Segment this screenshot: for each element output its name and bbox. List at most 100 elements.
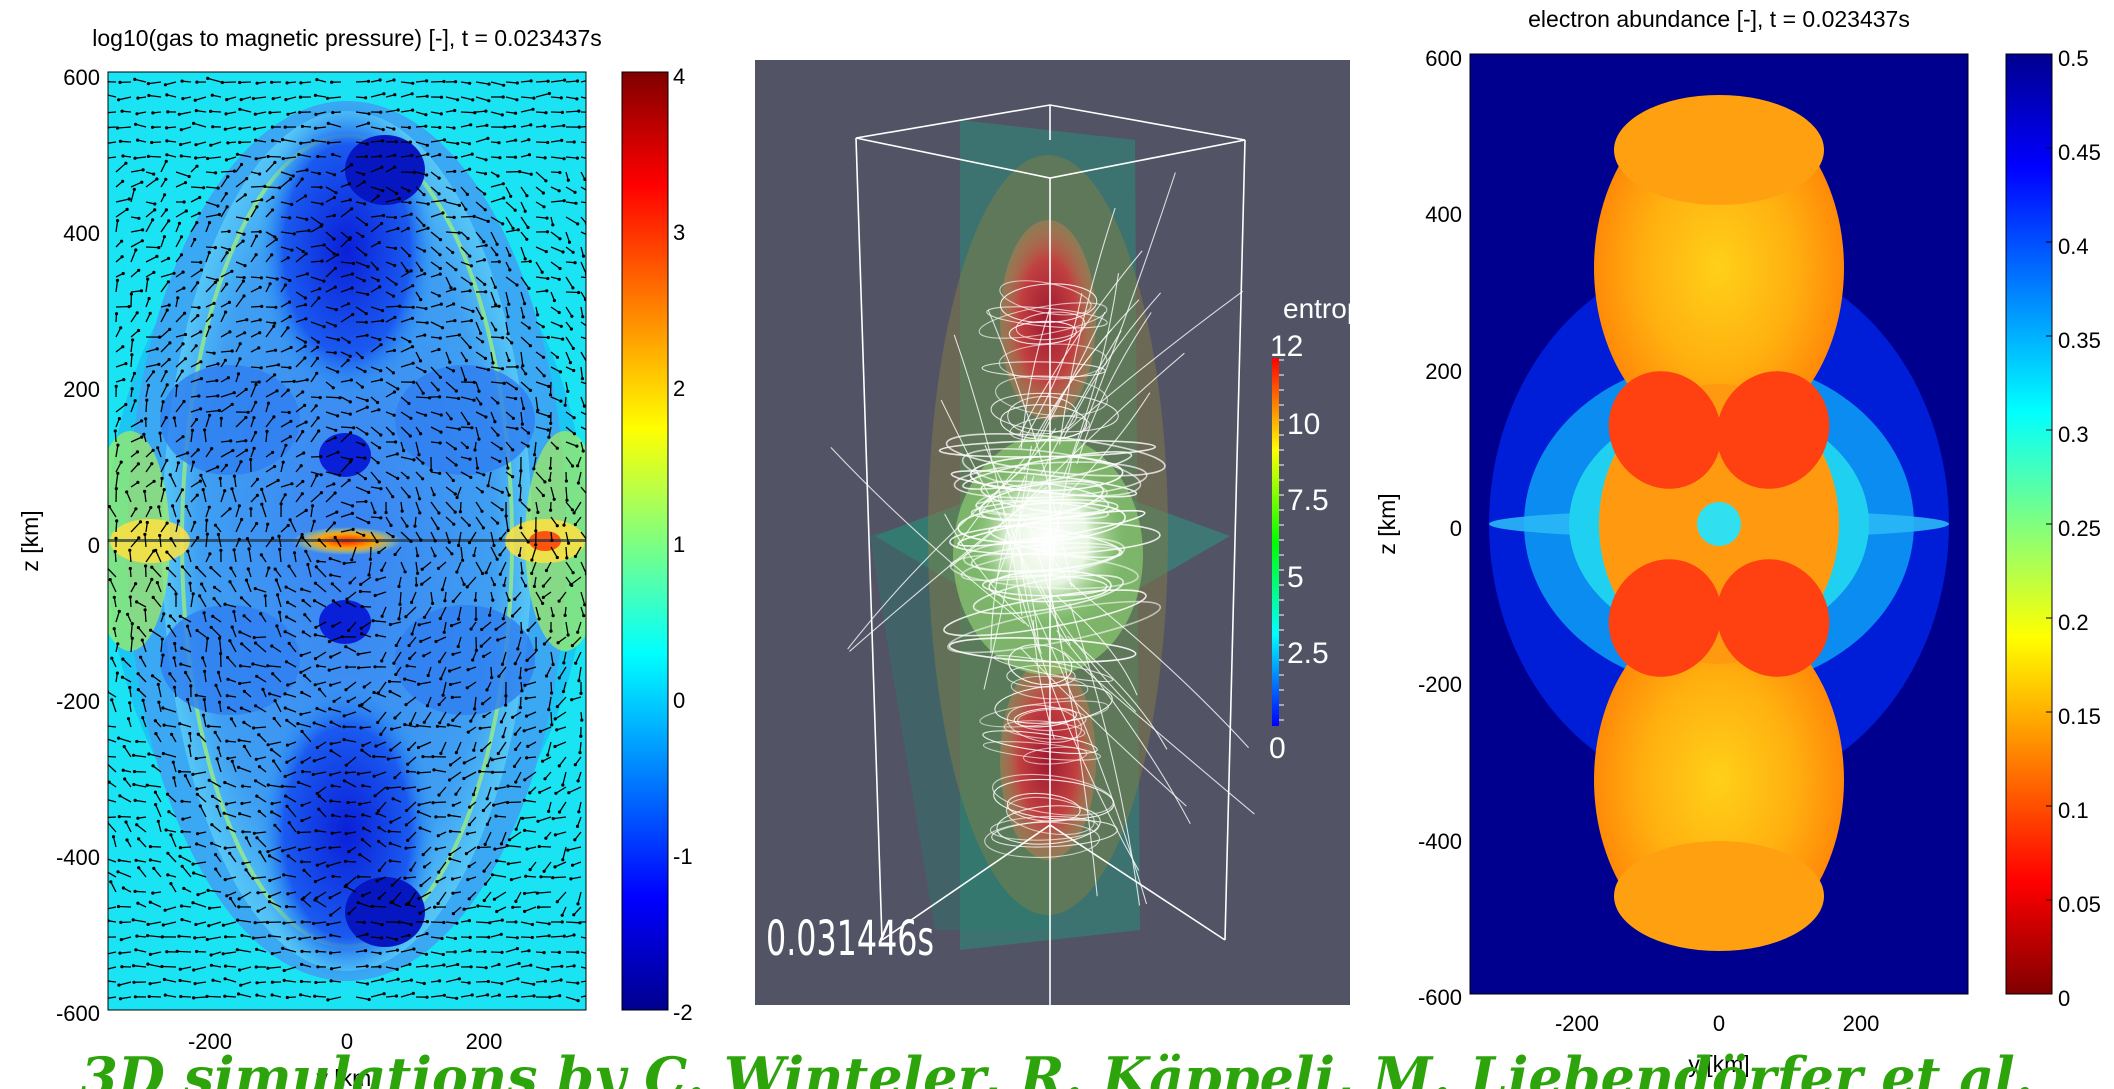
velocity-arrow-head: [258, 331, 262, 335]
velocity-arrow-head: [515, 936, 519, 940]
velocity-arrow: [385, 246, 396, 250]
velocity-arrow-head: [212, 585, 217, 589]
velocity-arrow-head: [378, 446, 382, 450]
velocity-arrow-head: [319, 491, 323, 495]
velocity-arrow-head: [543, 156, 547, 160]
velocity-arrow-head: [192, 996, 196, 1000]
velocity-arrow: [313, 771, 327, 776]
right-ytick-label: -600: [1418, 985, 1462, 1010]
velocity-arrow: [226, 96, 237, 101]
velocity-arrow: [460, 261, 472, 267]
velocity-arrow: [535, 171, 547, 182]
right-ytick-label: 400: [1425, 202, 1462, 227]
velocity-arrow: [145, 371, 155, 383]
velocity-arrow-head: [570, 464, 575, 468]
velocity-arrow-head: [223, 780, 227, 785]
velocity-arrow-head: [431, 801, 435, 805]
velocity-arrow-head: [320, 202, 324, 206]
velocity-arrow: [535, 935, 550, 938]
velocity-arrow: [515, 771, 522, 783]
velocity-arrow-head: [146, 922, 150, 927]
velocity-arrow-head: [366, 79, 371, 83]
velocity-arrow-head: [551, 876, 555, 880]
velocity-arrow-head: [196, 732, 200, 736]
velocity-arrow-head: [467, 864, 471, 869]
velocity-arrow-head: [141, 228, 145, 232]
velocity-arrow: [235, 194, 246, 203]
velocity-arrow-head: [453, 492, 457, 496]
velocity-arrow-head: [180, 79, 184, 83]
velocity-arrow-head: [245, 177, 249, 181]
velocity-arrow: [355, 471, 366, 480]
velocity-arrow: [220, 449, 234, 458]
velocity-arrow-head: [255, 205, 259, 209]
velocity-arrow-head: [319, 473, 323, 477]
velocity-arrow: [220, 193, 227, 203]
velocity-arrow-head: [349, 431, 353, 435]
velocity-arrow-head: [317, 429, 321, 433]
velocity-arrow-head: [213, 523, 218, 527]
velocity-arrow-head: [286, 326, 290, 330]
velocity-arrow: [475, 96, 489, 102]
velocity-arrow: [148, 94, 162, 98]
velocity-arrow-head: [589, 384, 592, 387]
velocity-arrow-head: [237, 738, 241, 742]
velocity-arrow: [241, 96, 252, 101]
velocity-arrow: [574, 546, 582, 557]
velocity-arrow-head: [573, 190, 577, 194]
velocity-arrow-head: [180, 830, 184, 834]
velocity-arrow-head: [380, 659, 384, 663]
velocity-arrow: [490, 666, 493, 678]
velocity-arrow-head: [506, 800, 510, 805]
velocity-arrow-head: [251, 662, 255, 666]
velocity-arrow-head: [366, 121, 371, 125]
velocity-arrow-head: [154, 732, 158, 736]
velocity-arrow-head: [367, 112, 371, 116]
velocity-arrow-head: [312, 921, 316, 926]
velocity-arrow-head: [322, 325, 326, 329]
velocity-arrow: [310, 417, 319, 428]
velocity-arrow: [124, 778, 132, 788]
velocity-arrow: [385, 978, 399, 983]
velocity-arrow: [460, 246, 471, 257]
velocity-arrow: [164, 906, 177, 911]
velocity-arrow-head: [199, 473, 203, 477]
velocity-arrow: [565, 110, 579, 113]
velocity-arrow-head: [322, 279, 326, 283]
velocity-arrow-head: [561, 250, 565, 254]
velocity-arrow-head: [155, 254, 159, 258]
velocity-arrow-head: [205, 937, 209, 942]
velocity-arrow-head: [329, 742, 333, 746]
velocity-arrow-head: [346, 302, 351, 306]
velocity-arrow: [355, 965, 368, 968]
velocity-arrow: [580, 186, 586, 191]
velocity-arrow-head: [240, 933, 244, 938]
field-line-strand: [990, 475, 1026, 654]
velocity-arrow: [160, 401, 164, 413]
velocity-arrow-head: [182, 886, 186, 891]
velocity-arrow-head: [327, 668, 331, 672]
velocity-arrow-head: [468, 805, 472, 809]
velocity-arrow-head: [548, 466, 553, 470]
velocity-arrow-head: [116, 642, 120, 646]
velocity-arrow-head: [180, 488, 184, 492]
time-stamp: 0.031446s: [766, 911, 934, 967]
velocity-arrow: [265, 238, 277, 248]
velocity-arrow: [130, 339, 134, 353]
velocity-arrow: [329, 666, 342, 671]
velocity-arrow-head: [481, 526, 485, 530]
velocity-arrow: [370, 978, 383, 983]
velocity-arrow-head: [255, 993, 259, 997]
velocity-arrow-head: [164, 208, 168, 212]
right-ylabel: z [km]: [1374, 493, 1400, 554]
velocity-arrow: [520, 351, 524, 366]
velocity-arrow-head: [476, 904, 480, 908]
velocity-arrow-head: [255, 522, 259, 526]
velocity-arrow-head: [436, 834, 440, 838]
velocity-arrow-head: [581, 449, 585, 453]
velocity-arrow-head: [553, 744, 557, 749]
velocity-arrow: [250, 206, 258, 218]
velocity-arrow-head: [487, 82, 491, 86]
velocity-arrow-head: [393, 776, 397, 780]
velocity-arrow-head: [125, 838, 129, 842]
